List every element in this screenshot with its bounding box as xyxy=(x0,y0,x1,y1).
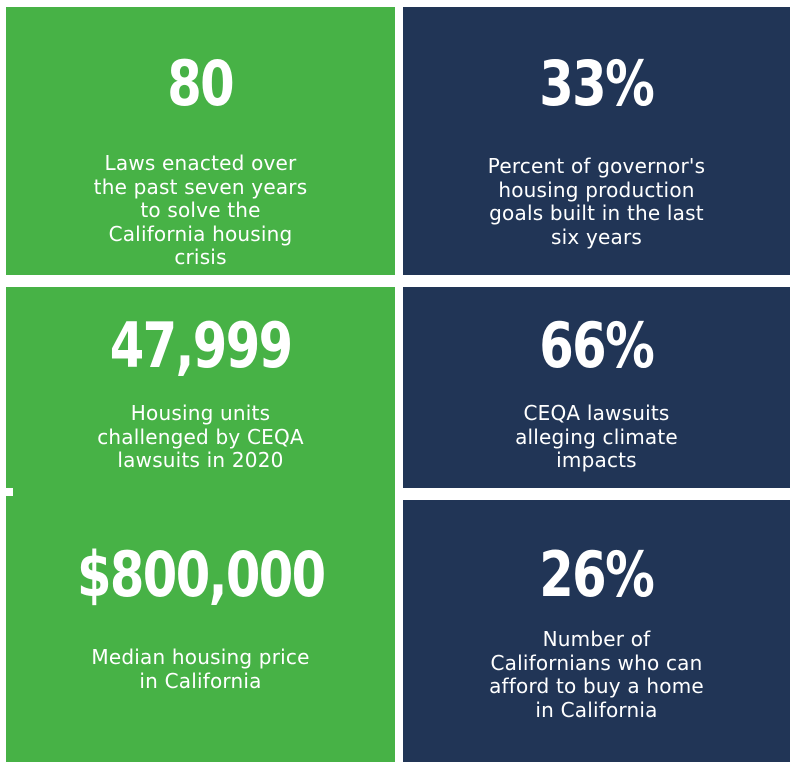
stat-label-line: California housing xyxy=(108,221,293,246)
stat-tile-climate-lawsuits: 66% CEQA lawsuits alleging climate impac… xyxy=(403,287,790,488)
stat-label-line: Median housing price xyxy=(91,645,310,669)
stat-label-line: goals built in the last xyxy=(489,201,704,225)
stat-label: Housing units challenged by CEQA lawsuit… xyxy=(97,401,304,473)
stat-label: Laws enacted over the past seven years t… xyxy=(93,151,308,270)
stat-label-line: challenged by CEQA xyxy=(97,424,304,449)
stat-value: 80 xyxy=(167,47,235,120)
stat-label: Percent of governor's housing production… xyxy=(487,154,706,249)
stat-tile-median-price: $800,000 Median housing price in Califor… xyxy=(6,496,395,762)
stat-tile-affordability: 26% Number of Californians who can affor… xyxy=(403,500,790,762)
stat-label-line: in California xyxy=(535,697,658,722)
stat-label-line: CEQA lawsuits xyxy=(523,401,670,425)
stat-value: 26% xyxy=(539,538,656,611)
stat-label-line: to solve the xyxy=(140,198,261,222)
tile-strip xyxy=(13,488,395,496)
stat-label-line: crisis xyxy=(174,245,227,269)
stat-value: 47,999 xyxy=(109,309,293,382)
stat-label: Median housing price in California xyxy=(91,645,310,693)
stat-label-line: Californians who can xyxy=(490,650,703,675)
stat-label-line: Number of xyxy=(542,627,651,651)
stat-value: 66% xyxy=(539,309,656,382)
stat-label-line: in California xyxy=(139,668,262,693)
stat-label-line: afford to buy a home xyxy=(489,674,704,698)
stat-label-line: Laws enacted over xyxy=(104,151,297,175)
stat-tile-laws-enacted: 80 Laws enacted over the past seven year… xyxy=(6,7,395,275)
stat-label-line: alleging climate xyxy=(515,424,678,449)
stat-label: CEQA lawsuits alleging climate impacts xyxy=(515,401,678,473)
stat-label-line: impacts xyxy=(556,448,637,472)
stat-label-line: six years xyxy=(550,224,642,249)
stat-tile-units-challenged: 47,999 Housing units challenged by CEQA … xyxy=(6,287,395,488)
stat-tile-production-goals: 33% Percent of governor's housing produc… xyxy=(403,7,790,275)
stat-label-line: lawsuits in 2020 xyxy=(117,448,284,472)
stat-label-line: Housing units xyxy=(130,401,271,425)
stat-label-line: the past seven years xyxy=(93,174,308,199)
stat-label: Number of Californians who can afford to… xyxy=(489,627,704,722)
stat-label-line: housing production xyxy=(498,177,695,202)
stat-value: $800,000 xyxy=(76,538,326,611)
stat-label-line: Percent of governor's xyxy=(487,154,706,178)
stat-value: 33% xyxy=(539,47,656,120)
